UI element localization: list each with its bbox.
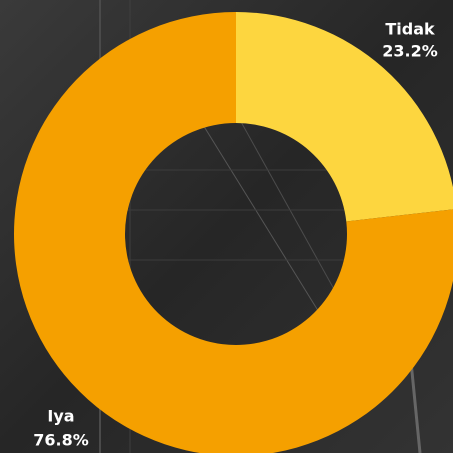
- slice: [236, 12, 453, 222]
- slice: [14, 12, 453, 453]
- labels: Tidak 23.2% Iya 76.8%: [33, 20, 438, 450]
- slice-name: Iya: [47, 407, 74, 426]
- donut: [14, 12, 453, 453]
- slice-value: 23.2%: [382, 42, 438, 61]
- slice-value: 76.8%: [33, 431, 89, 450]
- slice-name: Tidak: [385, 20, 435, 39]
